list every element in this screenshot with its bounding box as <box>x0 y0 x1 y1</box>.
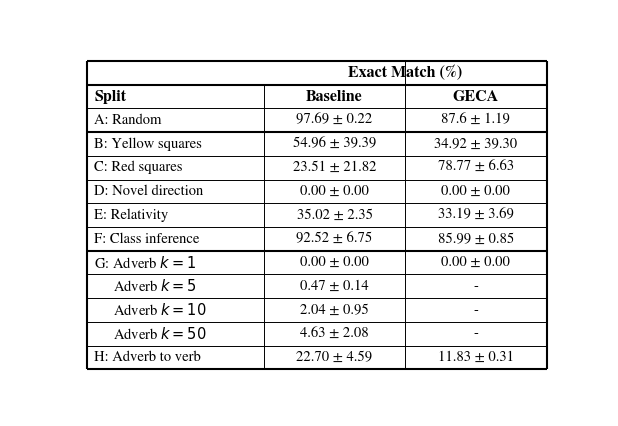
Text: 78.77 ± 6.63: 78.77 ± 6.63 <box>438 161 514 174</box>
Text: 0.00 ± 0.00: 0.00 ± 0.00 <box>300 185 369 198</box>
Text: 87.6 ± 1.19: 87.6 ± 1.19 <box>441 114 510 127</box>
Text: Adverb $k = 10$: Adverb $k = 10$ <box>113 302 207 318</box>
Text: 4.63 ± 2.08: 4.63 ± 2.08 <box>300 327 369 340</box>
Text: 97.69 ± 0.22: 97.69 ± 0.22 <box>297 114 373 127</box>
Text: Split: Split <box>94 89 126 104</box>
Text: GECA: GECA <box>453 89 499 104</box>
Text: -: - <box>473 303 478 317</box>
Text: Baseline: Baseline <box>307 89 363 104</box>
Text: 0.00 ± 0.00: 0.00 ± 0.00 <box>300 256 369 269</box>
Text: 35.02 ± 2.35: 35.02 ± 2.35 <box>297 208 373 222</box>
Text: 54.96 ± 39.39: 54.96 ± 39.39 <box>293 137 376 151</box>
Text: B: Yellow squares: B: Yellow squares <box>94 137 202 151</box>
Text: A: Random: A: Random <box>94 114 161 127</box>
Text: 85.99 ± 0.85: 85.99 ± 0.85 <box>438 232 514 245</box>
Text: 0.00 ± 0.00: 0.00 ± 0.00 <box>441 185 510 198</box>
Text: 0.47 ± 0.14: 0.47 ± 0.14 <box>300 279 369 293</box>
Text: 34.92 ± 39.30: 34.92 ± 39.30 <box>434 137 517 151</box>
Text: -: - <box>473 279 478 293</box>
Text: 33.19 ± 3.69: 33.19 ± 3.69 <box>438 208 514 222</box>
Text: G: Adverb $k = 1$: G: Adverb $k = 1$ <box>94 255 196 271</box>
Text: H: Adverb to verb: H: Adverb to verb <box>94 351 201 364</box>
Text: D: Novel direction: D: Novel direction <box>94 185 203 198</box>
Text: F: Class inference: F: Class inference <box>94 232 200 245</box>
Text: 22.70 ± 4.59: 22.70 ± 4.59 <box>297 351 373 364</box>
Text: -: - <box>473 327 478 340</box>
Text: C: Red squares: C: Red squares <box>94 161 182 174</box>
Text: E: Relativity: E: Relativity <box>94 208 168 222</box>
Text: Adverb $k = 50$: Adverb $k = 50$ <box>113 326 207 342</box>
Text: 23.51 ± 21.82: 23.51 ± 21.82 <box>293 161 376 174</box>
Text: 2.04 ± 0.95: 2.04 ± 0.95 <box>300 303 369 317</box>
Text: 11.83 ± 0.31: 11.83 ± 0.31 <box>438 351 514 364</box>
Text: Adverb $k = 5$: Adverb $k = 5$ <box>113 278 197 294</box>
Text: 92.52 ± 6.75: 92.52 ± 6.75 <box>297 232 373 245</box>
Text: 0.00 ± 0.00: 0.00 ± 0.00 <box>441 256 510 269</box>
Text: Exact Match (%): Exact Match (%) <box>348 65 462 81</box>
